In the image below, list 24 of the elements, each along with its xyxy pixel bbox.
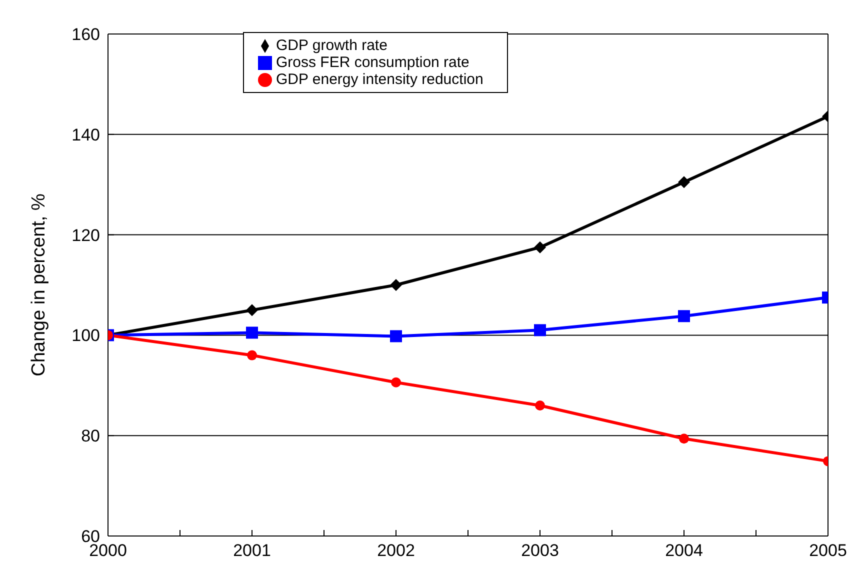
point: [246, 304, 258, 316]
legend-label: Gross FER consumption rate: [276, 54, 470, 71]
point: [535, 400, 545, 410]
point: [390, 330, 402, 342]
point: [390, 279, 402, 291]
point: [246, 326, 258, 339]
y-tick-label: 160: [72, 25, 100, 44]
point: [247, 350, 257, 360]
y-tick-label: 100: [72, 326, 100, 346]
point: [534, 324, 546, 336]
x-tick-label: 2005: [809, 541, 847, 560]
point: [534, 241, 546, 254]
x-tick-label: 2001: [233, 541, 271, 560]
legend-label: GDP growth rate: [276, 37, 388, 54]
y-tick-label: 140: [72, 125, 100, 144]
y-tick-label: 80: [81, 426, 100, 446]
y-axis-title: Change in percent, %: [28, 194, 50, 376]
x-tick-label: 2000: [89, 541, 127, 560]
x-tick-label: 2003: [521, 541, 559, 560]
legend-label: GDP energy intensity reduction: [276, 71, 484, 88]
x-tick-label: 2002: [377, 541, 415, 560]
y-tick-label: 120: [72, 226, 100, 245]
point: [391, 377, 401, 388]
x-tick-label: 2004: [665, 541, 703, 560]
